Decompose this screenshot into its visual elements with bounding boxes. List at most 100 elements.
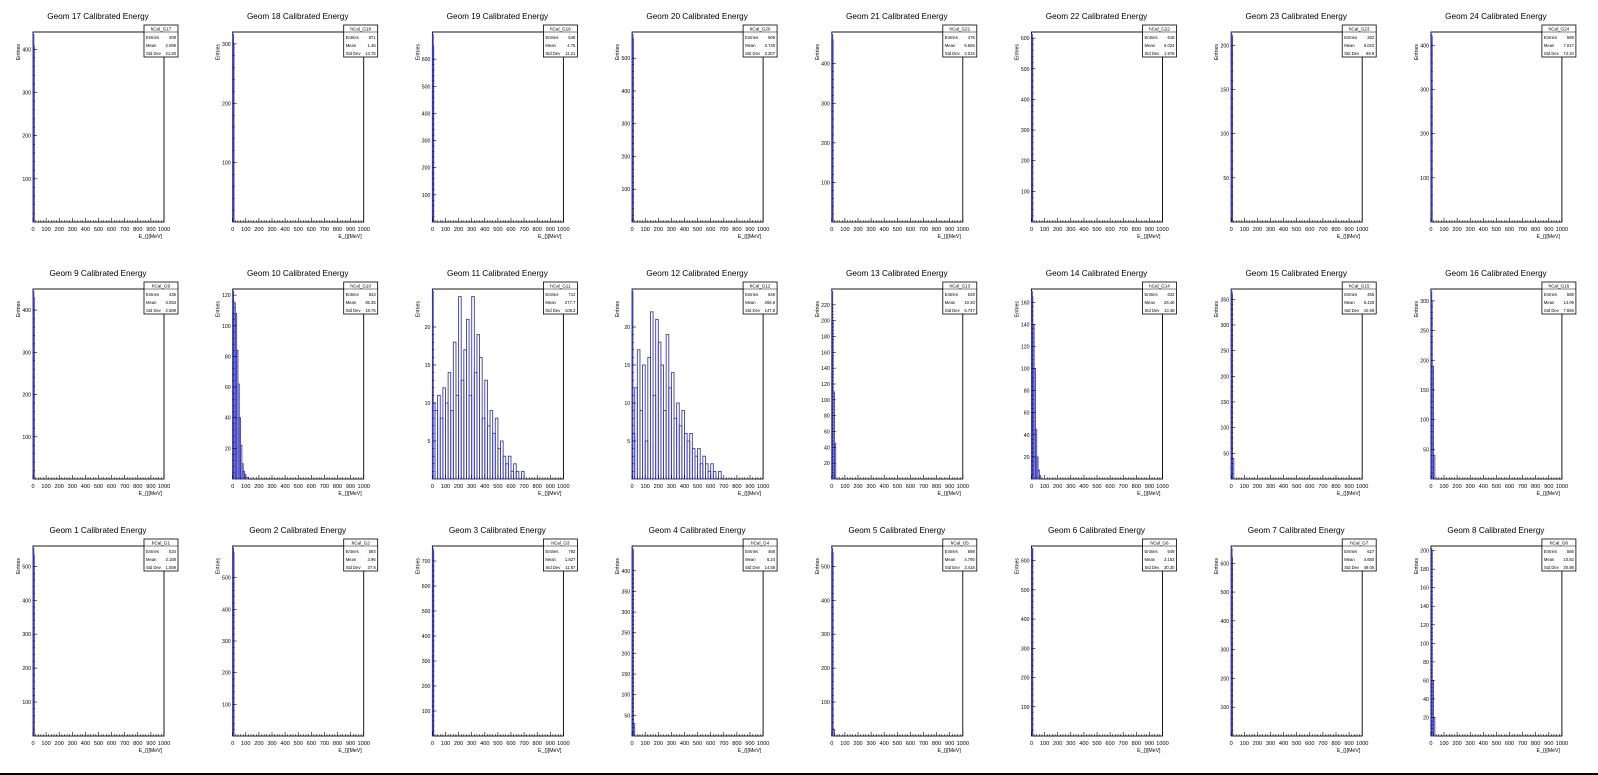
x-tick-label: 500 xyxy=(693,484,702,490)
y-tick-label: 100 xyxy=(222,702,231,708)
y-tick-label: 15 xyxy=(624,363,630,369)
stats-label: Std Dev xyxy=(1544,565,1560,570)
panel-title: Geom 10 Calibrated Energy xyxy=(247,269,349,278)
stats-label: Entries xyxy=(1344,35,1357,40)
stats-value: 566 xyxy=(1567,549,1575,554)
x-tick-label: 600 xyxy=(506,484,515,490)
y-axis-label: Entries xyxy=(16,558,22,575)
y-tick-label: 120 xyxy=(1420,623,1429,629)
panel-title: Geom 3 Calibrated Energy xyxy=(449,526,547,535)
x-tick-label: 900 xyxy=(546,484,555,490)
x-tick-label: 0 xyxy=(1429,227,1432,233)
x-axis-label: E_{}[MeV] xyxy=(139,234,163,240)
x-tick-label: 0 xyxy=(1429,741,1432,747)
x-tick-label: 600 xyxy=(506,227,515,233)
x-tick-label: 800 xyxy=(932,484,941,490)
stats-label: Entries xyxy=(745,549,758,554)
y-tick-label: 50 xyxy=(624,713,630,719)
x-tick-label: 200 xyxy=(1452,741,1461,747)
x-tick-label: 400 xyxy=(280,484,289,490)
y-tick-label: 100 xyxy=(1221,426,1230,432)
stats-value: 11.67 xyxy=(565,565,576,570)
x-tick-label: 700 xyxy=(719,741,728,747)
y-tick-label: 100 xyxy=(821,398,830,404)
x-tick-label: 200 xyxy=(454,484,463,490)
y-tick-label: 100 xyxy=(222,161,231,167)
x-tick-label: 0 xyxy=(31,484,34,490)
y-axis-label: Entries xyxy=(415,301,421,318)
x-tick-label: 1000 xyxy=(757,741,769,747)
y-tick-label: 100 xyxy=(422,193,431,199)
stats-label: Std Dev xyxy=(346,565,362,570)
y-tick-label: 300 xyxy=(621,610,630,616)
stats-label: Entries xyxy=(346,292,359,297)
stats-label: Std Dev xyxy=(945,565,961,570)
y-tick-label: 350 xyxy=(621,589,630,595)
y-tick-label: 160 xyxy=(1021,300,1030,306)
x-axis-label: E_{}[MeV] xyxy=(1337,491,1361,497)
x-tick-label: 400 xyxy=(880,484,889,490)
x-tick-label: 600 xyxy=(906,741,915,747)
x-tick-label: 400 xyxy=(280,227,289,233)
x-tick-label: 1000 xyxy=(557,484,569,490)
stats-name: hCal_G7 xyxy=(1350,541,1369,546)
stats-name: hCal_G1 xyxy=(152,541,171,546)
y-tick-label: 140 xyxy=(1420,604,1429,610)
x-tick-label: 500 xyxy=(294,227,303,233)
x-tick-label: 700 xyxy=(719,484,728,490)
stats-value: 35.35 xyxy=(365,300,376,305)
y-tick-label: 100 xyxy=(22,177,31,183)
y-tick-label: 100 xyxy=(821,700,830,706)
y-tick-label: 200 xyxy=(1420,132,1429,138)
histogram-bin xyxy=(712,470,717,480)
stats-label: Mean xyxy=(146,300,157,305)
stats-value: 10.30 xyxy=(964,300,975,305)
x-tick-label: 0 xyxy=(1030,484,1033,490)
panel-title: Geom 2 Calibrated Energy xyxy=(249,526,347,535)
y-tick-label: 100 xyxy=(621,187,630,193)
x-tick-label: 100 xyxy=(441,741,450,747)
x-tick-label: 0 xyxy=(631,741,634,747)
stats-value: 3.740 xyxy=(765,43,776,48)
y-tick-label: 400 xyxy=(22,598,31,604)
x-tick-label: 300 xyxy=(68,741,77,747)
y-tick-label: 60 xyxy=(1423,678,1429,684)
x-tick-label: 200 xyxy=(55,227,64,233)
x-tick-label: 300 xyxy=(467,227,476,233)
y-tick-label: 220 xyxy=(821,303,830,309)
x-tick-label: 800 xyxy=(932,227,941,233)
y-tick-label: 5 xyxy=(627,439,630,445)
histogram-bin xyxy=(1433,717,1436,737)
x-tick-label: 600 xyxy=(1305,227,1314,233)
x-tick-label: 1000 xyxy=(1156,227,1168,233)
x-tick-label: 900 xyxy=(745,484,754,490)
y-tick-label: 300 xyxy=(821,632,830,638)
x-tick-label: 1000 xyxy=(957,227,969,233)
x-tick-label: 100 xyxy=(41,741,50,747)
stats-box: hCal_G18 Entries 871 Mean 1.46 Std Dev 13.75 xyxy=(343,24,379,58)
x-tick-label: 1000 xyxy=(757,484,769,490)
x-tick-label: 800 xyxy=(1531,227,1540,233)
x-tick-label: 100 xyxy=(41,484,50,490)
y-tick-label: 200 xyxy=(1221,43,1230,49)
stats-value: 14.58 xyxy=(765,565,776,570)
x-tick-label: 300 xyxy=(267,227,276,233)
stats-value: 14.09 xyxy=(1563,300,1574,305)
x-tick-label: 600 xyxy=(1505,484,1514,490)
x-tick-label: 900 xyxy=(346,741,355,747)
x-tick-label: 500 xyxy=(1492,227,1501,233)
x-tick-label: 400 xyxy=(1479,484,1488,490)
x-tick-label: 800 xyxy=(932,741,941,747)
stats-box: hCal_G1 Entries 534 Mean 3.158 Std Dev 1.559 xyxy=(143,538,179,572)
stats-name: hCal_G17 xyxy=(151,27,172,32)
y-tick-label: 60 xyxy=(225,385,231,391)
x-tick-label: 400 xyxy=(81,227,90,233)
stats-box-frame xyxy=(143,281,179,315)
y-tick-label: 100 xyxy=(1021,705,1030,711)
y-tick-label: 400 xyxy=(621,89,630,95)
stats-box: hCal_G20 Entries 669 Mean 3.740 Std Dev 2.307 xyxy=(742,24,778,58)
y-axis-label: Entries xyxy=(415,44,421,61)
x-tick-label: 900 xyxy=(1145,484,1154,490)
stats-box-frame xyxy=(343,24,379,58)
